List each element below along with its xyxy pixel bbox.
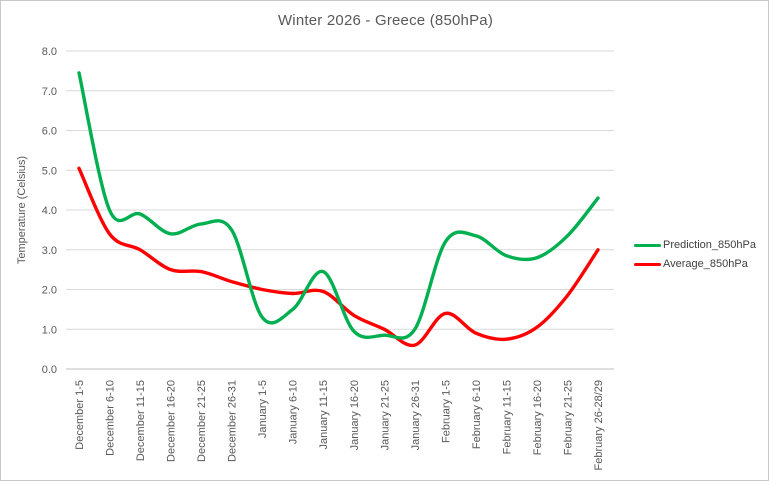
x-tick-label: February 16-20 bbox=[532, 380, 544, 455]
x-tick-label: December 1-5 bbox=[74, 380, 86, 450]
y-tick-label: 6.0 bbox=[42, 126, 57, 138]
y-tick-label: 8.0 bbox=[42, 46, 57, 58]
x-tick-label: February 26-28/29 bbox=[593, 380, 605, 471]
x-tick-label: February 11-15 bbox=[501, 380, 513, 454]
prediction-line-swatch-icon bbox=[634, 243, 661, 247]
y-tick-label: 1.0 bbox=[42, 324, 57, 336]
x-tick-label: February 1-5 bbox=[440, 380, 452, 443]
y-tick-label: 3.0 bbox=[42, 245, 57, 257]
chart-title: Winter 2026 - Greece (850hPa) bbox=[277, 12, 494, 29]
x-tick-label: January 6-10 bbox=[288, 380, 300, 444]
x-tick-label: December 21-25 bbox=[196, 380, 208, 462]
x-tick-label: January 26-31 bbox=[410, 380, 422, 450]
x-tick-label: February 6-10 bbox=[471, 380, 483, 449]
x-tick-label: December 6-10 bbox=[105, 380, 117, 456]
series-line-prediction_850hpa[interactable] bbox=[77, 71, 600, 340]
x-tick-label: January 16-20 bbox=[349, 380, 361, 450]
x-tick-label: December 26-31 bbox=[227, 380, 239, 462]
x-tick-label: December 11-15 bbox=[135, 380, 147, 461]
legend-label: Average_850hPa bbox=[663, 258, 748, 270]
average-line-swatch-icon bbox=[634, 262, 661, 266]
legend-label: Prediction_850hPa bbox=[663, 239, 756, 251]
x-tick-label: January 1-5 bbox=[257, 380, 269, 438]
y-tick-label: 7.0 bbox=[42, 86, 57, 98]
y-tick-label: 5.0 bbox=[42, 165, 57, 177]
x-tick-label: January 11-15 bbox=[318, 380, 330, 450]
x-tick-label: February 21-25 bbox=[562, 380, 574, 455]
legend-item-prediction[interactable]: Prediction_850hPa bbox=[634, 239, 756, 251]
legend-item-average[interactable]: Average_850hPa bbox=[634, 258, 756, 270]
series-line-average_850hpa[interactable] bbox=[77, 166, 600, 348]
x-tick-label: December 16-20 bbox=[166, 380, 178, 462]
x-tick-label: January 21-25 bbox=[379, 380, 391, 450]
y-tick-label: 2.0 bbox=[42, 285, 57, 297]
y-tick-label: 0.0 bbox=[42, 364, 57, 376]
y-tick-label: 4.0 bbox=[42, 205, 57, 217]
legend: Prediction_850hPa Average_850hPa bbox=[634, 239, 756, 270]
